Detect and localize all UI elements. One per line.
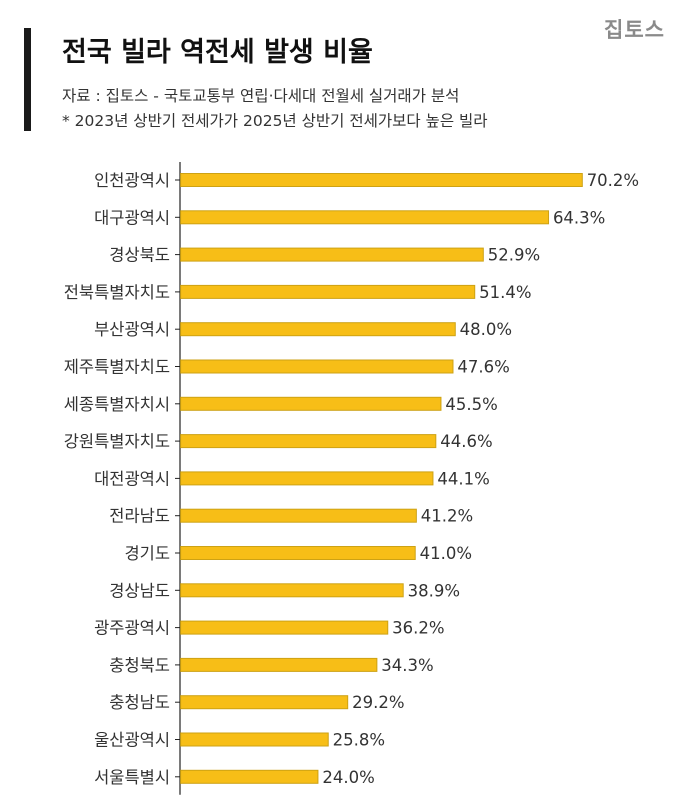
bar — [180, 657, 378, 672]
value-label: 36.2% — [392, 619, 444, 638]
value-label: 24.0% — [322, 768, 374, 787]
bar — [180, 396, 442, 411]
category-label: 경상남도 — [109, 581, 170, 600]
category-label: 대구광역시 — [94, 208, 170, 227]
title-accent-bar — [24, 28, 31, 131]
value-label: 52.9% — [488, 246, 540, 265]
value-label: 70.2% — [587, 171, 639, 190]
category-label: 서울특별시 — [94, 768, 170, 787]
category-label: 인천광역시 — [94, 171, 170, 190]
value-label: 34.3% — [381, 656, 433, 675]
value-label: 47.6% — [457, 358, 509, 377]
value-label: 44.1% — [437, 469, 489, 488]
bar — [180, 546, 416, 560]
category-label: 충청북도 — [109, 656, 170, 675]
brand-logo: 집토스 — [604, 18, 665, 42]
source-note: 자료 : 집토스 - 국토교통부 연립·다세대 전월세 실거래가 분석 — [62, 87, 460, 105]
value-label: 41.0% — [420, 544, 472, 563]
bar — [180, 322, 456, 337]
category-label: 전북특별자치도 — [64, 283, 170, 302]
bar — [180, 769, 319, 784]
category-label: 충청남도 — [109, 693, 170, 712]
category-label: 부산광역시 — [94, 320, 170, 339]
bar — [180, 359, 454, 374]
bar — [180, 508, 417, 523]
category-label: 광주광역시 — [94, 619, 170, 638]
value-label: 41.2% — [421, 507, 473, 526]
chart-title: 전국 빌라 역전세 발생 비율 — [62, 37, 373, 68]
value-label: 45.5% — [445, 395, 497, 414]
bar — [180, 284, 476, 299]
value-label: 44.6% — [440, 432, 492, 451]
bar — [180, 210, 550, 225]
bar — [180, 695, 349, 710]
footnote: * 2023년 상반기 전세가가 2025년 상반기 전세가보다 높은 빌라 — [62, 112, 488, 130]
category-label: 경상북도 — [109, 246, 170, 265]
bar — [180, 471, 434, 486]
value-label: 25.8% — [333, 731, 385, 750]
bar — [180, 434, 437, 449]
bar — [180, 173, 583, 187]
value-label: 48.0% — [460, 320, 512, 339]
bar — [180, 620, 389, 635]
bar-chart: 인천광역시 70.2% 대구광역시 64.3% 경상북도 52.9% 전북특별자치도 51.4… — [64, 162, 639, 795]
bar — [180, 247, 484, 262]
category-label: 경기도 — [124, 544, 170, 563]
category-label: 전라남도 — [109, 507, 170, 526]
category-label: 강원특별자치도 — [64, 432, 170, 451]
category-label: 대전광역시 — [94, 469, 170, 488]
bar — [180, 583, 404, 598]
value-label: 38.9% — [408, 581, 460, 600]
bar — [180, 732, 329, 747]
category-label: 제주특별자치도 — [64, 358, 170, 377]
category-label: 울산광역시 — [94, 731, 170, 750]
value-label: 29.2% — [352, 693, 404, 712]
value-label: 51.4% — [479, 283, 531, 302]
value-label: 64.3% — [553, 208, 605, 227]
category-label: 세종특별자치시 — [64, 395, 170, 414]
